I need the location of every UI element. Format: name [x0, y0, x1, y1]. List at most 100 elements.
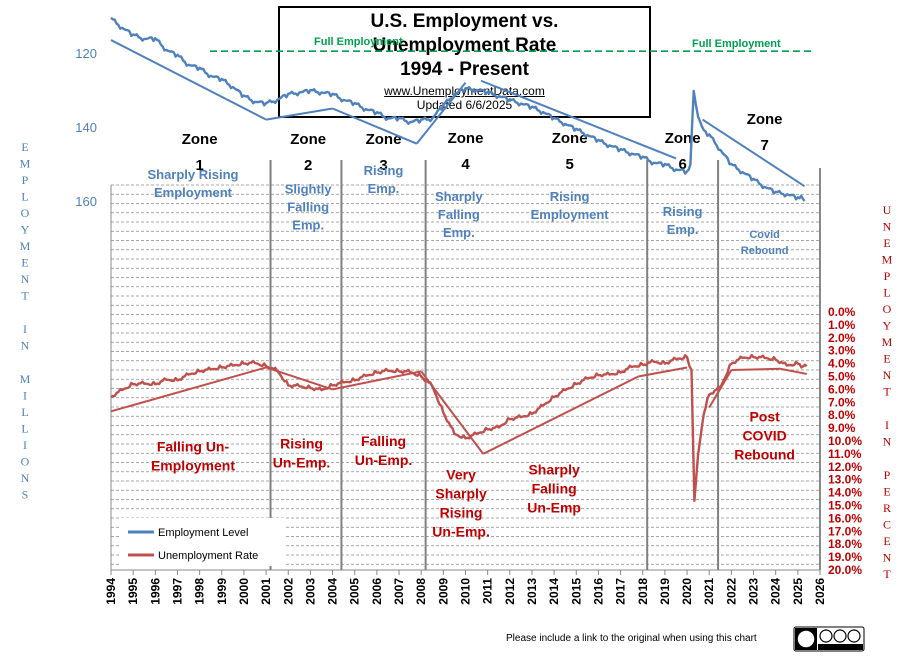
y-right-axis-title: P — [884, 269, 891, 283]
y-right-tick-label: 6.0% — [828, 382, 856, 396]
y-left-axis-title: E — [21, 140, 28, 154]
zone-label: Zone — [366, 131, 402, 148]
x-tick-label: 2025 — [791, 578, 805, 605]
x-tick-label: 1994 — [104, 578, 118, 605]
chart-title-line3: 1994 - Present — [400, 59, 529, 80]
y-left-axis-title: I — [23, 438, 27, 452]
full-employment-label: Full Employment — [314, 36, 403, 48]
employment-annotation: Falling — [438, 207, 480, 222]
y-right-axis-title: N — [883, 435, 892, 449]
y-right-tick-label: 18.0% — [828, 537, 862, 551]
unemployment-series-line — [110, 353, 808, 502]
y-left-axis-title: N — [21, 272, 30, 286]
x-tick-label: 2003 — [303, 578, 317, 605]
employment-annotation: Sharply — [435, 189, 483, 204]
employment-annotation: Rising — [663, 204, 703, 219]
y-right-tick-label: 5.0% — [828, 370, 856, 384]
footer-note: Please include a link to the original wh… — [506, 633, 757, 644]
zone-label: Zone — [665, 130, 701, 147]
nd-icon — [847, 629, 861, 643]
employment-annotation: Falling — [287, 200, 329, 215]
y-right-axis-title: N — [883, 368, 892, 382]
y-right-axis-title: M — [882, 253, 893, 267]
unemployment-trend-line — [708, 369, 733, 408]
employment-annotation: Covid — [749, 229, 780, 241]
y-right-tick-label: 17.0% — [828, 524, 862, 538]
y-right-axis-title: C — [883, 518, 891, 532]
y-right-tick-label: 2.0% — [828, 331, 856, 345]
employment-annotation: Slightly — [285, 182, 333, 197]
y-left-axis-title: M — [20, 157, 31, 171]
cc-icon — [796, 629, 816, 649]
y-right-tick-label: 16.0% — [828, 511, 862, 525]
x-tick-label: 2021 — [702, 578, 716, 605]
unemployment-annotation: Post — [749, 409, 780, 425]
unemployment-trend-line — [332, 370, 422, 391]
y-right-axis-title: R — [883, 501, 891, 515]
unemployment-annotation: Rising — [440, 505, 483, 521]
zone-label: Zone — [747, 111, 783, 128]
employment-annotation: Employment — [531, 207, 610, 222]
y-right-axis-title: T — [883, 385, 891, 399]
unemployment-trend-line — [779, 367, 807, 375]
legend-label-employment: Employment Level — [158, 527, 249, 539]
employment-annotation: Rising — [550, 189, 590, 204]
y-right-axis-title: E — [883, 236, 890, 250]
x-tick-label: 2001 — [259, 578, 273, 605]
unemployment-trend-line — [110, 366, 267, 413]
y-right-tick-label: 15.0% — [828, 499, 862, 513]
y-right-axis-title: N — [883, 220, 892, 234]
unemployment-trend-line — [638, 366, 688, 378]
x-tick-label: 1998 — [193, 578, 207, 605]
y-left-axis-title: S — [22, 488, 29, 502]
employment-trend-line — [702, 118, 806, 188]
employment-annotation: Employment — [154, 185, 233, 200]
zone-label: Zone — [552, 130, 588, 147]
x-tick-label: 2015 — [569, 578, 583, 605]
y-left-tick-label: 120 — [75, 46, 97, 61]
zone-number: 2 — [304, 157, 312, 174]
unemployment-annotation: Un-Emp. — [355, 452, 413, 468]
unemployment-annotation: Rebound — [734, 447, 795, 463]
employment-annotation: Emp. — [667, 222, 699, 237]
y-right-tick-label: 13.0% — [828, 473, 862, 487]
y-right-axis-title: L — [883, 286, 890, 300]
y-right-tick-label: 7.0% — [828, 395, 856, 409]
y-right-axis-title: T — [883, 567, 891, 581]
x-tick-label: 2017 — [614, 578, 628, 605]
employment-annotation: Emp. — [368, 181, 400, 196]
y-left-axis-title: T — [21, 289, 29, 303]
y-left-axis-title: M — [20, 372, 31, 386]
zone-number: 6 — [678, 156, 686, 173]
y-right-axis-title: N — [883, 551, 892, 565]
y-right-axis-title: E — [883, 534, 890, 548]
unemployment-trend-line — [731, 367, 781, 372]
y-left-tick-label: 140 — [75, 120, 97, 135]
employment-annotation: Emp. — [443, 225, 475, 240]
employment-trend-line — [332, 107, 418, 145]
employment-series-line — [110, 16, 806, 202]
legend-label-unemployment: Unemployment Rate — [158, 550, 258, 562]
zone-label: Zone — [182, 131, 218, 148]
y-left-axis-title: O — [21, 206, 30, 220]
unemployment-trend-line — [482, 375, 639, 455]
unemployment-annotation: Rising — [280, 436, 323, 452]
unemployment-annotation: Falling Un- — [157, 438, 230, 454]
y-left-axis-title: I — [23, 389, 27, 403]
y-right-axis-title: Y — [883, 319, 892, 333]
unemployment-annotation: Un-Emp — [527, 500, 581, 516]
x-tick-label: 2019 — [658, 578, 672, 605]
unemployment-annotation: Very — [446, 467, 476, 483]
x-tick-label: 2026 — [813, 578, 827, 605]
y-right-tick-label: 9.0% — [828, 421, 856, 435]
y-right-axis-title: I — [885, 418, 889, 432]
y-right-axis-title: U — [883, 203, 892, 217]
y-right-tick-label: 8.0% — [828, 408, 856, 422]
x-tick-label: 2024 — [769, 578, 783, 605]
chart-title-line1: U.S. Employment vs. — [370, 11, 559, 32]
employment-trend-line — [265, 107, 333, 121]
unemployment-annotation: Sharply — [528, 462, 580, 478]
y-right-tick-label: 1.0% — [828, 318, 856, 332]
y-right-axis-title: P — [884, 468, 891, 482]
x-tick-label: 2016 — [591, 578, 605, 605]
